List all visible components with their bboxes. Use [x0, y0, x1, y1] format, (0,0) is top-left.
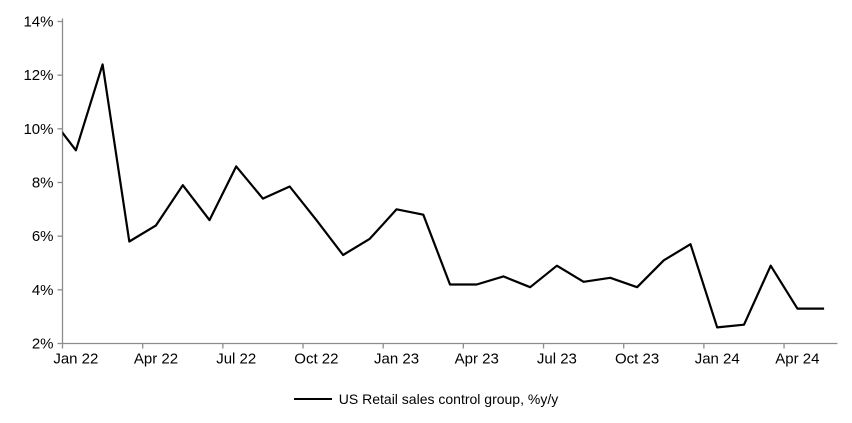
x-tick-label: Oct 22: [294, 351, 338, 368]
data-line: [62, 63, 825, 329]
x-tick-label: Jul 23: [537, 351, 577, 368]
line-chart-canvas: 2% 4% 6% 8% 10% 12% 14% Jan 22 Apr 22 Jul 22 Oct 2…: [23, 14, 838, 368]
x-tick-label: Jul 22: [216, 351, 256, 368]
x-tick-label: Apr 24: [775, 351, 819, 368]
x-tick-label: Jan 22: [53, 351, 98, 368]
y-tick-label: 8%: [32, 175, 54, 192]
y-tick-label: 12%: [23, 67, 53, 84]
y-tick-label: 2%: [32, 336, 54, 353]
x-tick-label: Jan 24: [695, 351, 740, 368]
x-tick-label: Jan 23: [374, 351, 419, 368]
y-tick-label: 10%: [23, 121, 53, 138]
x-tick-label: Oct 23: [615, 351, 659, 368]
legend: US Retail sales control group, %y/y: [0, 389, 852, 409]
y-tick-label: 4%: [32, 282, 54, 299]
legend-line-sample: [293, 398, 332, 400]
x-tick-label: Apr 22: [134, 351, 178, 368]
y-tick-label: 6%: [32, 228, 54, 245]
x-tick-label: Apr 23: [455, 351, 499, 368]
y-tick-label: 14%: [23, 14, 53, 31]
legend-label: US Retail sales control group, %y/y: [338, 391, 559, 407]
